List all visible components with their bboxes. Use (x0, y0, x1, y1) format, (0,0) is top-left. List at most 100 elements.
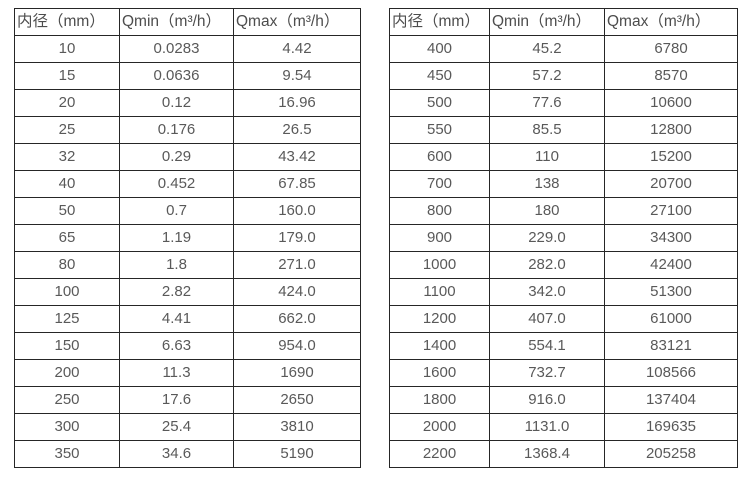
table-cell: 1368.4 (489, 440, 605, 468)
table-cell: 9.54 (233, 62, 361, 90)
flow-table-large-diameters: 内径（mm） Qmin（m³/h） Qmax（m³/h） 400 45.2 6780… (389, 8, 738, 468)
table-row: 125 4.41 662.0 (14, 305, 361, 333)
table-row: 1800 916.0 137404 (389, 386, 738, 414)
column-header-diameter: 内径（mm） (14, 8, 120, 36)
table-body: 10 0.0283 4.42 15 0.0636 9.54 20 0.12 16.96 25 0.1… (14, 35, 361, 468)
table-cell: 300 (14, 413, 120, 441)
table-row: 500 77.6 10600 (389, 89, 738, 117)
table-cell: 160.0 (233, 197, 361, 225)
table-row: 900 229.0 34300 (389, 224, 738, 252)
table-cell: 0.12 (119, 89, 234, 117)
table-cell: 1400 (389, 332, 490, 360)
table-row: 700 138 20700 (389, 170, 738, 198)
table-cell: 1131.0 (489, 413, 605, 441)
table-cell: 17.6 (119, 386, 234, 414)
table-cell: 342.0 (489, 278, 605, 306)
table-cell: 10600 (604, 89, 738, 117)
flow-table-small-diameters: 内径（mm） Qmin（m³/h） Qmax（m³/h） 10 0.0283 4.4… (14, 8, 361, 468)
table-cell: 1690 (233, 359, 361, 387)
table-cell: 25 (14, 116, 120, 144)
table-cell: 4.42 (233, 35, 361, 63)
table-cell: 250 (14, 386, 120, 414)
table-row: 450 57.2 8570 (389, 62, 738, 90)
table-row: 32 0.29 43.42 (14, 143, 361, 171)
table-cell: 2650 (233, 386, 361, 414)
table-cell: 900 (389, 224, 490, 252)
table-header-row: 内径（mm） Qmin（m³/h） Qmax（m³/h） (14, 8, 361, 36)
table-cell: 137404 (604, 386, 738, 414)
table-header-row: 内径（mm） Qmin（m³/h） Qmax（m³/h） (389, 8, 738, 36)
table-cell: 85.5 (489, 116, 605, 144)
column-header-qmax: Qmax（m³/h） (233, 8, 361, 36)
table-cell: 1100 (389, 278, 490, 306)
table-cell: 125 (14, 305, 120, 333)
table-cell: 83121 (604, 332, 738, 360)
table-cell: 61000 (604, 305, 738, 333)
table-cell: 43.42 (233, 143, 361, 171)
table-cell: 27100 (604, 197, 738, 225)
table-row: 15 0.0636 9.54 (14, 62, 361, 90)
table-row: 400 45.2 6780 (389, 35, 738, 63)
table-cell: 554.1 (489, 332, 605, 360)
table-cell: 205258 (604, 440, 738, 468)
table-row: 200 11.3 1690 (14, 359, 361, 387)
table-row: 800 180 27100 (389, 197, 738, 225)
table-cell: 424.0 (233, 278, 361, 306)
table-cell: 26.5 (233, 116, 361, 144)
table-row: 50 0.7 160.0 (14, 197, 361, 225)
table-cell: 45.2 (489, 35, 605, 63)
table-row: 2200 1368.4 205258 (389, 440, 738, 468)
column-header-diameter: 内径（mm） (389, 8, 490, 36)
table-row: 1600 732.7 108566 (389, 359, 738, 387)
column-header-qmin: Qmin（m³/h） (489, 8, 605, 36)
table-cell: 229.0 (489, 224, 605, 252)
column-header-qmin: Qmin（m³/h） (119, 8, 234, 36)
table-cell: 271.0 (233, 251, 361, 279)
table-cell: 15200 (604, 143, 738, 171)
table-cell: 916.0 (489, 386, 605, 414)
table-cell: 0.29 (119, 143, 234, 171)
column-header-qmax: Qmax（m³/h） (604, 8, 738, 36)
table-cell: 57.2 (489, 62, 605, 90)
table-cell: 25.4 (119, 413, 234, 441)
table-cell: 2.82 (119, 278, 234, 306)
table-cell: 10 (14, 35, 120, 63)
table-cell: 1800 (389, 386, 490, 414)
table-cell: 11.3 (119, 359, 234, 387)
table-cell: 51300 (604, 278, 738, 306)
table-cell: 100 (14, 278, 120, 306)
table-cell: 732.7 (489, 359, 605, 387)
table-cell: 350 (14, 440, 120, 468)
table-cell: 0.176 (119, 116, 234, 144)
table-row: 250 17.6 2650 (14, 386, 361, 414)
table-row: 550 85.5 12800 (389, 116, 738, 144)
table-cell: 40 (14, 170, 120, 198)
table-cell: 200 (14, 359, 120, 387)
table-cell: 0.0283 (119, 35, 234, 63)
table-cell: 180 (489, 197, 605, 225)
table-cell: 600 (389, 143, 490, 171)
table-cell: 6780 (604, 35, 738, 63)
table-cell: 6.63 (119, 332, 234, 360)
table-cell: 34.6 (119, 440, 234, 468)
table-cell: 77.6 (489, 89, 605, 117)
table-cell: 42400 (604, 251, 738, 279)
table-cell: 400 (389, 35, 490, 63)
table-row: 1000 282.0 42400 (389, 251, 738, 279)
table-cell: 1200 (389, 305, 490, 333)
table-cell: 450 (389, 62, 490, 90)
table-row: 1400 554.1 83121 (389, 332, 738, 360)
table-cell: 65 (14, 224, 120, 252)
table-row: 25 0.176 26.5 (14, 116, 361, 144)
table-cell: 80 (14, 251, 120, 279)
table-cell: 407.0 (489, 305, 605, 333)
table-cell: 8570 (604, 62, 738, 90)
table-cell: 5190 (233, 440, 361, 468)
table-cell: 12800 (604, 116, 738, 144)
table-cell: 50 (14, 197, 120, 225)
table-cell: 2000 (389, 413, 490, 441)
table-row: 150 6.63 954.0 (14, 332, 361, 360)
table-cell: 954.0 (233, 332, 361, 360)
table-cell: 550 (389, 116, 490, 144)
